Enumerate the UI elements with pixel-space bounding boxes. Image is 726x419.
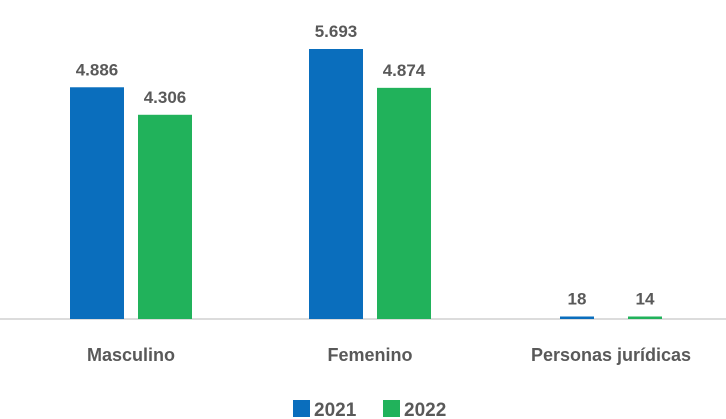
bar	[628, 316, 662, 319]
bar	[138, 114, 192, 319]
legend-swatch	[293, 400, 310, 417]
bar	[377, 87, 431, 319]
value-label: 14	[636, 290, 655, 309]
bar	[70, 87, 124, 319]
value-label: 4.874	[383, 61, 426, 80]
bar	[560, 316, 594, 319]
legend-swatch	[383, 400, 400, 417]
value-label: 4.886	[76, 60, 119, 79]
bar	[309, 49, 363, 319]
x-tick-label: Masculino	[87, 345, 175, 365]
legend-label: 2022	[404, 400, 446, 419]
value-label: 4.306	[144, 88, 187, 107]
legend-label: 2021	[314, 400, 357, 419]
x-tick-label: Personas jurídicas	[531, 345, 691, 365]
x-tick-label: Femenino	[327, 345, 412, 365]
value-label: 5.693	[315, 22, 358, 41]
value-label: 18	[568, 290, 587, 309]
